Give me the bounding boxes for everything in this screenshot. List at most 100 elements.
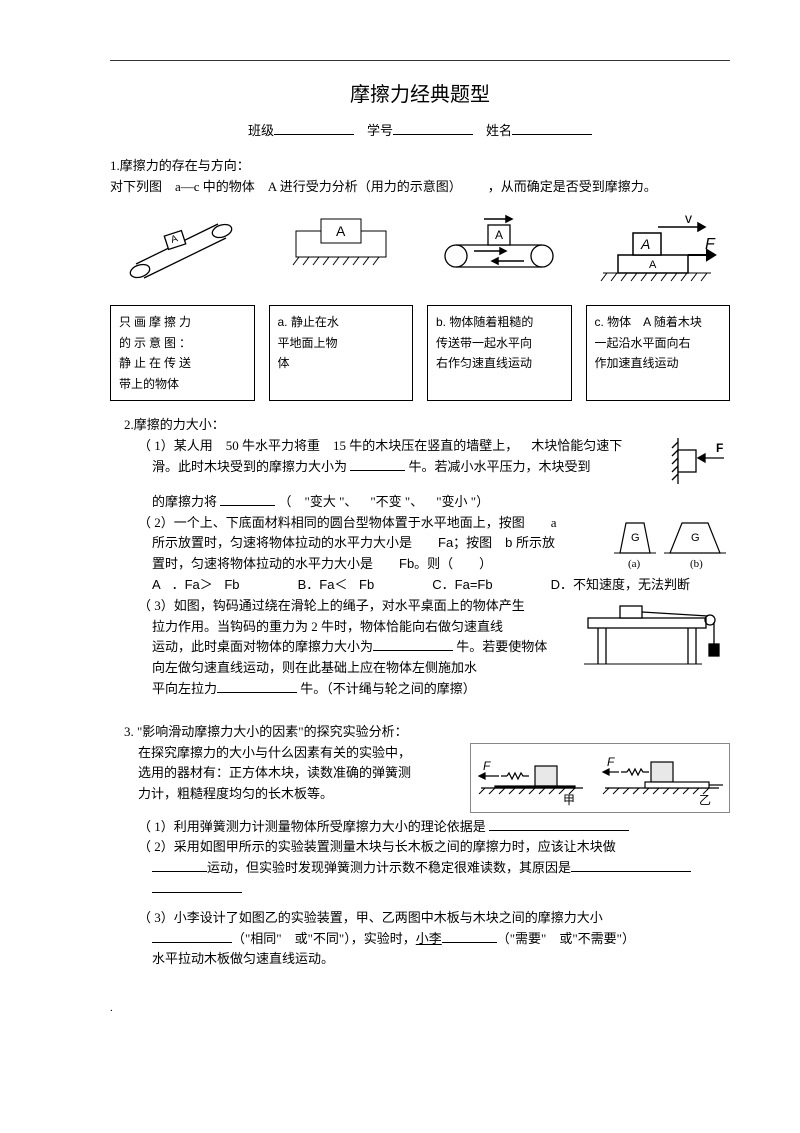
s3q2b-wrap: 运动，但实验时发现弹簧测力计示数不稳定很难读数，其原因是 <box>124 858 730 879</box>
q3c: 运动，此时桌面对物体的摩擦力大小为 <box>152 639 373 654</box>
capa-l3: 体 <box>278 353 405 373</box>
optB[interactable]: B．Fa＜ Fb <box>298 577 375 592</box>
q2-1b-wrap: 滑。此时木块受到的摩擦力大小为 牛。若减小水平压力，木块受到 <box>124 457 730 478</box>
capa-l1: a. 静止在水 <box>278 315 339 329</box>
section-2: 2.摩擦的力大小： F （ 1）某人用 50 牛水平力将重 15 牛的木块压在竖… <box>110 415 730 700</box>
fig-a: A <box>269 211 414 291</box>
s3q3b3: （"需要" 或"不需要"） <box>497 931 635 946</box>
label-G1: G <box>631 532 640 544</box>
capb-l1: b. 物体随着粗糙的 <box>436 315 533 329</box>
s3q3b2: 小李 <box>416 931 442 946</box>
capb-l3: 右作匀速直线运动 <box>436 353 563 373</box>
capb-l2: 传送带一起水平向 <box>436 333 563 353</box>
s1-captions: 只 画 摩 擦 力 的 示 意 图 ： 静 止 在 传 送 带上的物体 a. 静… <box>110 305 730 401</box>
label-F: F <box>705 236 716 253</box>
blank-5[interactable] <box>489 817 629 831</box>
label-A2: A <box>649 259 657 271</box>
cap0-l4: 带上的物体 <box>119 374 246 394</box>
lF1: F <box>483 759 491 773</box>
q2-1d: 的摩擦力将 <box>152 494 217 509</box>
gap <box>110 710 730 722</box>
fig-c: v A A F <box>586 211 731 291</box>
capc-l1: c. 物体 A 随着木块 <box>595 315 702 329</box>
s1-heading: 1.摩擦力的存在与方向： <box>110 156 730 177</box>
header-fields: 班级 学号 姓名 <box>110 121 730 142</box>
q2-opts: A ．Fa＞ Fb B．Fa＜ Fb C．Fa=Fb D．不知速度，无法判断 <box>124 575 730 596</box>
s3q1-wrap: （ 1）利用弹簧测力计测量物体所受摩擦力大小的理论依据是 <box>124 817 730 838</box>
fig-stacked-blocks: v A A F <box>593 211 723 291</box>
q3c2: 牛。若要使物体 <box>456 639 547 654</box>
capc: c. 物体 A 随着木块 一起沿水平面向右 作加速直线运动 <box>586 305 731 401</box>
blank-4[interactable] <box>217 679 297 693</box>
q3e-wrap: 平向左拉力 牛。（不计绳与轮之间的摩擦） <box>124 679 730 700</box>
fig-trapezoid: G G (a) (b) <box>610 513 730 575</box>
fig-conveyor: A <box>434 211 564 281</box>
s3q1: （ 1）利用弹簧测力计测量物体所受摩擦力大小的理论依据是 <box>138 819 486 834</box>
s2-heading: 2.摩擦的力大小： <box>124 415 730 436</box>
q2-1b: 滑。此时木块受到的摩擦力大小为 <box>152 459 347 474</box>
fig-exp: F F 甲 乙 <box>470 743 730 813</box>
fig-ground-block: A <box>281 211 401 271</box>
label-G2: G <box>691 532 700 544</box>
optC[interactable]: C．Fa=Fb <box>432 577 492 592</box>
class-label: 班级 <box>248 123 274 138</box>
page-title: 摩擦力经典题型 <box>110 79 730 111</box>
fig-0: A <box>110 211 255 291</box>
s1-figures: A A A <box>110 211 730 291</box>
optD[interactable]: D．不知速度，无法判断 <box>551 577 690 592</box>
top-rule <box>110 60 730 61</box>
s3-heading: 3. "影响滑动摩擦力大小的因素"的探究实验分析： <box>124 722 730 743</box>
blank-3[interactable] <box>373 637 453 651</box>
label-A: A <box>495 228 503 242</box>
class-field[interactable] <box>274 121 354 135</box>
footer-dot: . <box>110 1000 730 1018</box>
s3q2a: （ 2）采用如图甲所示的实验装置测量木块与长木板之间的摩擦力时，应该让木块做 <box>124 837 730 858</box>
blank-9[interactable] <box>152 929 232 943</box>
q2-1d-wrap: 的摩擦力将 （ "变大 "、 "不变 "、 "变小 "） <box>124 492 730 513</box>
fig-wall-press: F <box>670 436 730 486</box>
fig-table-pulley <box>580 596 730 676</box>
label-F: F <box>716 441 723 455</box>
label-v: v <box>685 211 692 226</box>
id-field[interactable] <box>393 121 473 135</box>
cap0-l3: 静 止 在 传 送 <box>119 353 246 373</box>
capb: b. 物体随着粗糙的 传送带一起水平向 右作匀速直线运动 <box>427 305 572 401</box>
s3q3c: 水平拉动木板做匀速直线运动。 <box>124 949 730 970</box>
cap0-l2: 的 示 意 图 ： <box>119 333 246 353</box>
blank-7[interactable] <box>571 858 691 872</box>
cap0-l1: 只 画 摩 擦 力 <box>119 312 246 332</box>
fig-spring-setup: F F 甲 乙 <box>475 748 725 808</box>
capa: a. 静止在水 平地面上物 体 <box>269 305 414 401</box>
blank-2[interactable] <box>220 492 275 506</box>
capa-l2: 平地面上物 <box>278 333 405 353</box>
s3q2b: 运动，但实验时发现弹簧测力计示数不稳定很难读数，其原因是 <box>207 860 571 875</box>
s3q3b-wrap: （"相同" 或"不同"），实验时，小李 （"需要" 或"不需要"） <box>124 929 730 950</box>
q2-1e: （ "变大 "、 "不变 "、 "变小 "） <box>279 494 490 509</box>
fig-b: A <box>427 211 572 291</box>
q3e2: 牛。（不计绳与轮之间的摩擦） <box>300 681 476 696</box>
blank-1[interactable] <box>350 457 405 471</box>
lbl-a: (a) <box>628 558 641 570</box>
section-3: 3. "影响滑动摩擦力大小的因素"的探究实验分析： F F 甲 <box>110 722 730 970</box>
s1-line: 对下列图 a—c 中的物体 A 进行受力分析（用力的示意图） ，从而确定是否受到… <box>110 177 730 198</box>
blank-10[interactable] <box>442 929 497 943</box>
label-A: A <box>640 236 650 252</box>
capc-l3: 作加速直线运动 <box>595 353 722 373</box>
name-field[interactable] <box>512 121 592 135</box>
optA[interactable]: A ．Fa＞ Fb <box>152 577 240 592</box>
section-1: 1.摩擦力的存在与方向： 对下列图 a—c 中的物体 A 进行受力分析（用力的示… <box>110 156 730 401</box>
blank-8[interactable] <box>152 879 242 893</box>
q2-1c: 牛。若减小水平压力，木块受到 <box>409 459 591 474</box>
lbl-yi: 乙 <box>699 793 711 807</box>
gap2 <box>124 900 730 908</box>
s3q3b1: （"相同" 或"不同"），实验时， <box>232 931 416 946</box>
lF2: F <box>607 755 615 769</box>
blank-6[interactable] <box>152 858 207 872</box>
q3e: 平向左拉力 <box>152 681 217 696</box>
id-label: 学号 <box>367 123 393 138</box>
lbl-b: (b) <box>690 558 703 570</box>
fig-incline-belt: A <box>122 211 242 289</box>
capc-l2: 一起沿水平面向右 <box>595 333 722 353</box>
lbl-jia: 甲 <box>563 793 575 807</box>
s3q3a: （ 3）小李设计了如图乙的实验装置，甲、乙两图中木板与木块之间的摩擦力大小 <box>124 908 730 929</box>
